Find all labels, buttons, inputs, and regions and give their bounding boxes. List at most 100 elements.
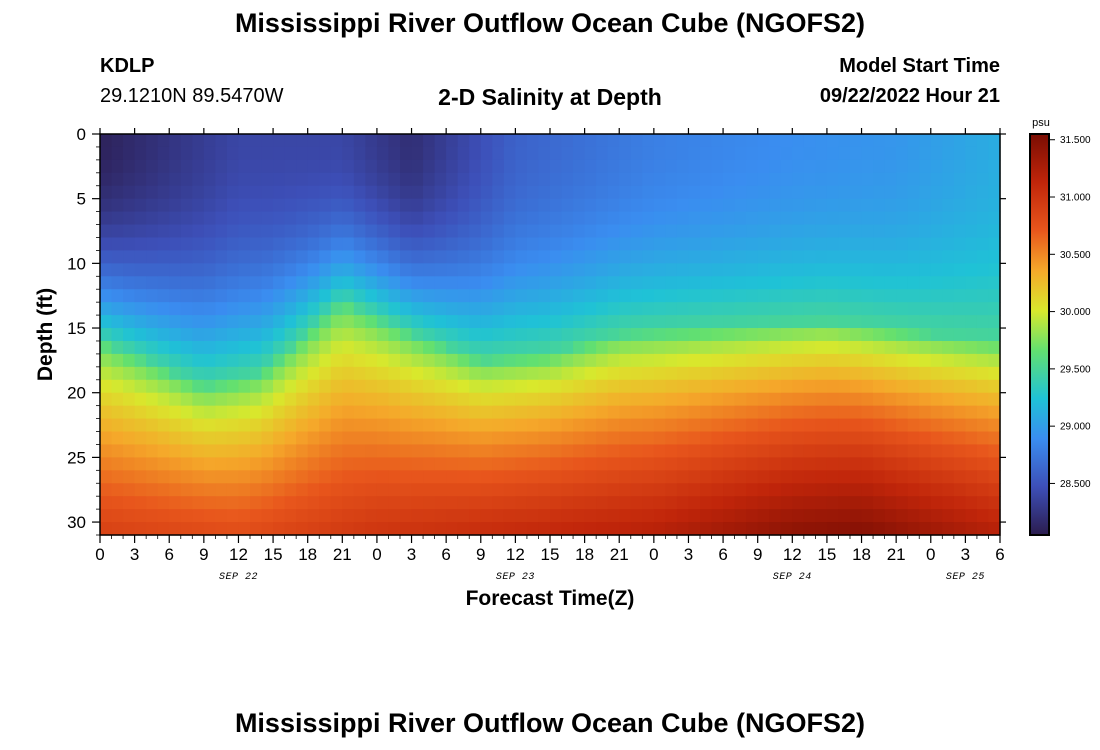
heatmap-cell: [838, 328, 851, 342]
heatmap-cell: [619, 289, 632, 303]
heatmap-cell: [469, 198, 482, 213]
heatmap-cell: [146, 444, 159, 458]
heatmap-cell: [850, 237, 863, 252]
heatmap-cell: [653, 172, 666, 187]
heatmap-cell: [584, 470, 597, 484]
heatmap-cell: [988, 509, 1001, 523]
heatmap-cell: [896, 444, 909, 458]
heatmap-cell: [826, 159, 840, 174]
heatmap-cell: [746, 431, 759, 446]
heatmap-cell: [976, 224, 990, 239]
heatmap-cell: [284, 276, 297, 290]
heatmap-cell: [942, 366, 955, 381]
heatmap-cell: [273, 328, 286, 342]
heatmap-cell: [538, 353, 551, 368]
heatmap-cell: [653, 263, 666, 277]
heatmap-cell: [503, 418, 516, 433]
heatmap-cell: [492, 457, 505, 471]
heatmap-cell: [826, 302, 840, 316]
heatmap-cell: [365, 457, 378, 471]
heatmap-cell: [353, 198, 366, 213]
heatmap-cell: [965, 379, 978, 394]
heatmap-cell: [250, 328, 263, 342]
heatmap-cell: [307, 276, 320, 290]
heatmap-cell: [261, 211, 274, 226]
heatmap-cell: [446, 172, 459, 187]
colorbar-tick-label: 31.500: [1060, 135, 1091, 146]
heatmap-cell: [111, 250, 124, 264]
heatmap-cell: [607, 418, 620, 433]
heatmap-cell: [284, 379, 297, 394]
heatmap-cell: [653, 366, 666, 381]
heatmap-cell: [850, 392, 863, 407]
heatmap-cell: [573, 315, 586, 329]
heatmap-cell: [203, 172, 216, 187]
heatmap-cell: [273, 444, 286, 458]
heatmap-cell: [642, 405, 655, 420]
heatmap-cell: [642, 134, 655, 148]
heatmap-cell: [988, 340, 1001, 355]
heatmap-cell: [896, 353, 909, 368]
heatmap-cell: [780, 315, 793, 329]
heatmap-cell: [873, 172, 886, 187]
heatmap-cell: [469, 522, 482, 536]
heatmap-cell: [273, 185, 286, 200]
x-tick-label: 9: [476, 545, 485, 564]
heatmap-cell: [642, 172, 655, 187]
heatmap-cell: [169, 159, 182, 174]
heatmap-cell: [353, 483, 366, 497]
x-tick-label: 12: [229, 545, 248, 564]
heatmap-cell: [342, 237, 355, 252]
heatmap-cell: [423, 431, 436, 446]
heatmap-cell: [388, 250, 401, 264]
heatmap-cell: [838, 340, 851, 355]
heatmap-cell: [746, 211, 759, 226]
heatmap-cell: [284, 392, 297, 407]
heatmap-cell: [688, 211, 701, 226]
heatmap-cell: [757, 289, 770, 303]
heatmap-cell: [769, 470, 782, 484]
heatmap-cell: [480, 172, 493, 187]
heatmap-cell: [907, 185, 920, 200]
heatmap-cell: [723, 522, 736, 536]
heatmap-cell: [111, 457, 124, 471]
heatmap-cell: [157, 224, 170, 239]
heatmap-cell: [457, 302, 470, 316]
heatmap-cell: [226, 250, 240, 264]
heatmap-cell: [700, 379, 713, 394]
heatmap-cell: [884, 315, 897, 329]
heatmap-cell: [780, 431, 793, 446]
heatmap-cell: [688, 328, 701, 342]
heatmap-cell: [157, 340, 170, 355]
heatmap-cell: [896, 392, 909, 407]
heatmap-cell: [942, 146, 955, 161]
heatmap-cell: [215, 392, 228, 407]
heatmap-cell: [123, 302, 136, 316]
heatmap-cell: [353, 522, 366, 536]
heatmap-cell: [792, 483, 805, 497]
heatmap-cell: [238, 392, 251, 407]
heatmap-cell: [503, 328, 516, 342]
heatmap-cell: [353, 172, 366, 187]
heatmap-cell: [365, 289, 378, 303]
heatmap-cell: [388, 457, 401, 471]
heatmap-cell: [215, 470, 228, 484]
heatmap-cell: [746, 444, 759, 458]
heatmap-cell: [538, 496, 551, 510]
heatmap-cell: [596, 353, 609, 368]
x-tick-label: 0: [372, 545, 381, 564]
heatmap-cell: [861, 250, 874, 264]
heatmap-cell: [907, 263, 920, 277]
heatmap-cell: [526, 302, 540, 316]
heatmap-cell: [815, 522, 828, 536]
heatmap-cell: [515, 509, 528, 523]
heatmap-cell: [619, 302, 632, 316]
heatmap-cell: [676, 340, 690, 355]
heatmap-cell: [342, 159, 355, 174]
heatmap-cell: [780, 211, 793, 226]
heatmap-cell: [792, 379, 805, 394]
heatmap-cell: [238, 289, 251, 303]
heatmap-cell: [180, 522, 193, 536]
heatmap-cell: [861, 315, 874, 329]
heatmap-cell: [169, 457, 182, 471]
